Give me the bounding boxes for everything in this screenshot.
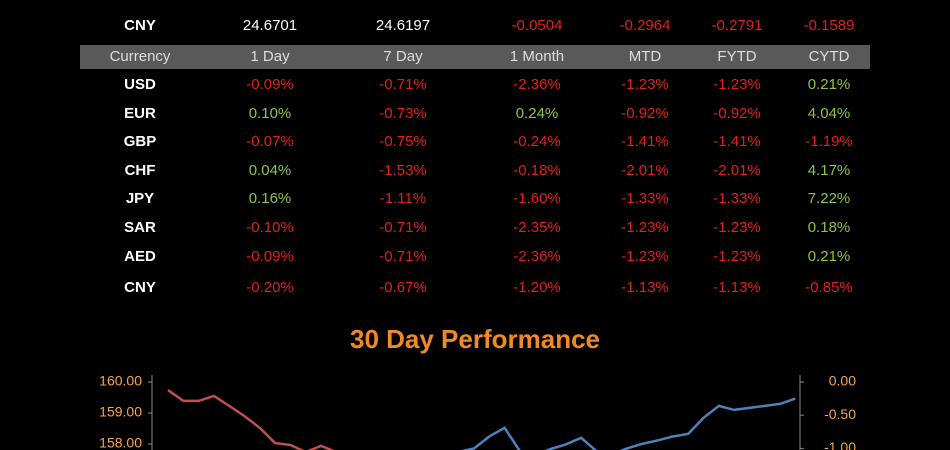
- percent-cell: -1.33%: [713, 190, 761, 207]
- percent-cell: -0.73%: [379, 105, 427, 122]
- y-tick-label: 158.00: [99, 435, 142, 450]
- percent-cell: -1.11%: [380, 190, 426, 207]
- header-band: [80, 45, 870, 69]
- summary-value: -0.1589: [804, 17, 855, 34]
- percent-cell: -2.01%: [621, 162, 669, 179]
- percent-cell: -1.23%: [621, 76, 669, 93]
- percent-cell: -0.85%: [805, 279, 853, 296]
- chart-title: 30 Day Performance: [350, 324, 600, 354]
- currency: USD: [124, 76, 156, 93]
- series-line: [167, 389, 335, 450]
- percent-cell: 0.21%: [808, 76, 851, 93]
- currency: GBP: [124, 133, 157, 150]
- percent-cell: -2.01%: [713, 162, 761, 179]
- percent-cell: -0.07%: [246, 133, 294, 150]
- percent-cell: -1.23%: [621, 248, 669, 265]
- percent-cell: -1.23%: [713, 219, 761, 236]
- y-tick-label: 159.00: [99, 404, 142, 420]
- percent-cell: -0.24%: [513, 133, 561, 150]
- y2-tick-label: 0.00: [829, 373, 856, 389]
- currency: CHF: [125, 162, 156, 179]
- percent-cell: -0.71%: [379, 76, 427, 93]
- y2-tick-label: -1.00: [824, 439, 856, 450]
- percent-cell: -2.36%: [513, 248, 561, 265]
- percent-cell: -1.53%: [379, 162, 427, 179]
- percent-cell: -1.23%: [713, 76, 761, 93]
- currency: SAR: [124, 219, 156, 236]
- percent-cell: -2.36%: [513, 76, 561, 93]
- y2-tick-label: -0.50: [824, 406, 856, 422]
- percent-cell: -0.09%: [246, 248, 294, 265]
- column-header: CYTD: [809, 48, 850, 65]
- percent-cell: -1.13%: [713, 279, 761, 296]
- percent-cell: -1.23%: [713, 248, 761, 265]
- percent-cell: -1.41%: [621, 133, 669, 150]
- percent-cell: -0.20%: [246, 279, 294, 296]
- percent-cell: -0.09%: [246, 76, 294, 93]
- percent-cell: -0.18%: [513, 162, 561, 179]
- summary-value: 24.6197: [376, 17, 430, 34]
- column-header: Currency: [110, 48, 171, 65]
- y-tick-label: 160.00: [99, 373, 142, 389]
- percent-cell: -1.33%: [621, 190, 669, 207]
- percent-cell: 0.21%: [808, 248, 851, 265]
- percent-cell: 4.04%: [808, 105, 851, 122]
- column-header: MTD: [629, 48, 662, 65]
- percent-cell: -0.71%: [379, 248, 427, 265]
- percent-cell: -0.10%: [246, 219, 294, 236]
- summary-value: 24.6701: [243, 17, 297, 34]
- column-header: 1 Day: [250, 48, 290, 65]
- currency: CNY: [124, 279, 156, 296]
- percent-cell: -1.20%: [513, 279, 561, 296]
- row-label: CNY: [124, 17, 156, 34]
- percent-cell: -0.75%: [379, 133, 427, 150]
- percent-cell: 0.18%: [808, 219, 851, 236]
- percent-cell: -1.23%: [621, 219, 669, 236]
- percent-cell: -0.71%: [379, 219, 427, 236]
- column-header: FYTD: [717, 48, 756, 65]
- percent-cell: 0.24%: [516, 105, 559, 122]
- percent-cell: 0.10%: [249, 105, 292, 122]
- percent-cell: 0.16%: [249, 190, 292, 207]
- percent-cell: -1.13%: [621, 279, 669, 296]
- percent-cell: -2.35%: [513, 219, 561, 236]
- percent-cell: -1.60%: [513, 190, 561, 207]
- series-line: [460, 397, 796, 450]
- percent-cell: -1.41%: [713, 133, 761, 150]
- percent-cell: -0.92%: [713, 105, 761, 122]
- percent-cell: 7.22%: [808, 190, 851, 207]
- currency: EUR: [124, 105, 156, 122]
- summary-value: -0.2791: [712, 17, 763, 34]
- percent-cell: -0.67%: [379, 279, 427, 296]
- currency: AED: [124, 248, 156, 265]
- percent-cell: -1.19%: [805, 133, 853, 150]
- summary-value: -0.2964: [620, 17, 671, 34]
- summary-value: -0.0504: [512, 17, 563, 34]
- percent-cell: 4.17%: [808, 162, 851, 179]
- percent-cell: 0.04%: [249, 162, 292, 179]
- currency: JPY: [126, 190, 154, 207]
- column-header: 1 Month: [510, 48, 564, 65]
- percent-cell: -0.92%: [621, 105, 669, 122]
- column-header: 7 Day: [383, 48, 423, 65]
